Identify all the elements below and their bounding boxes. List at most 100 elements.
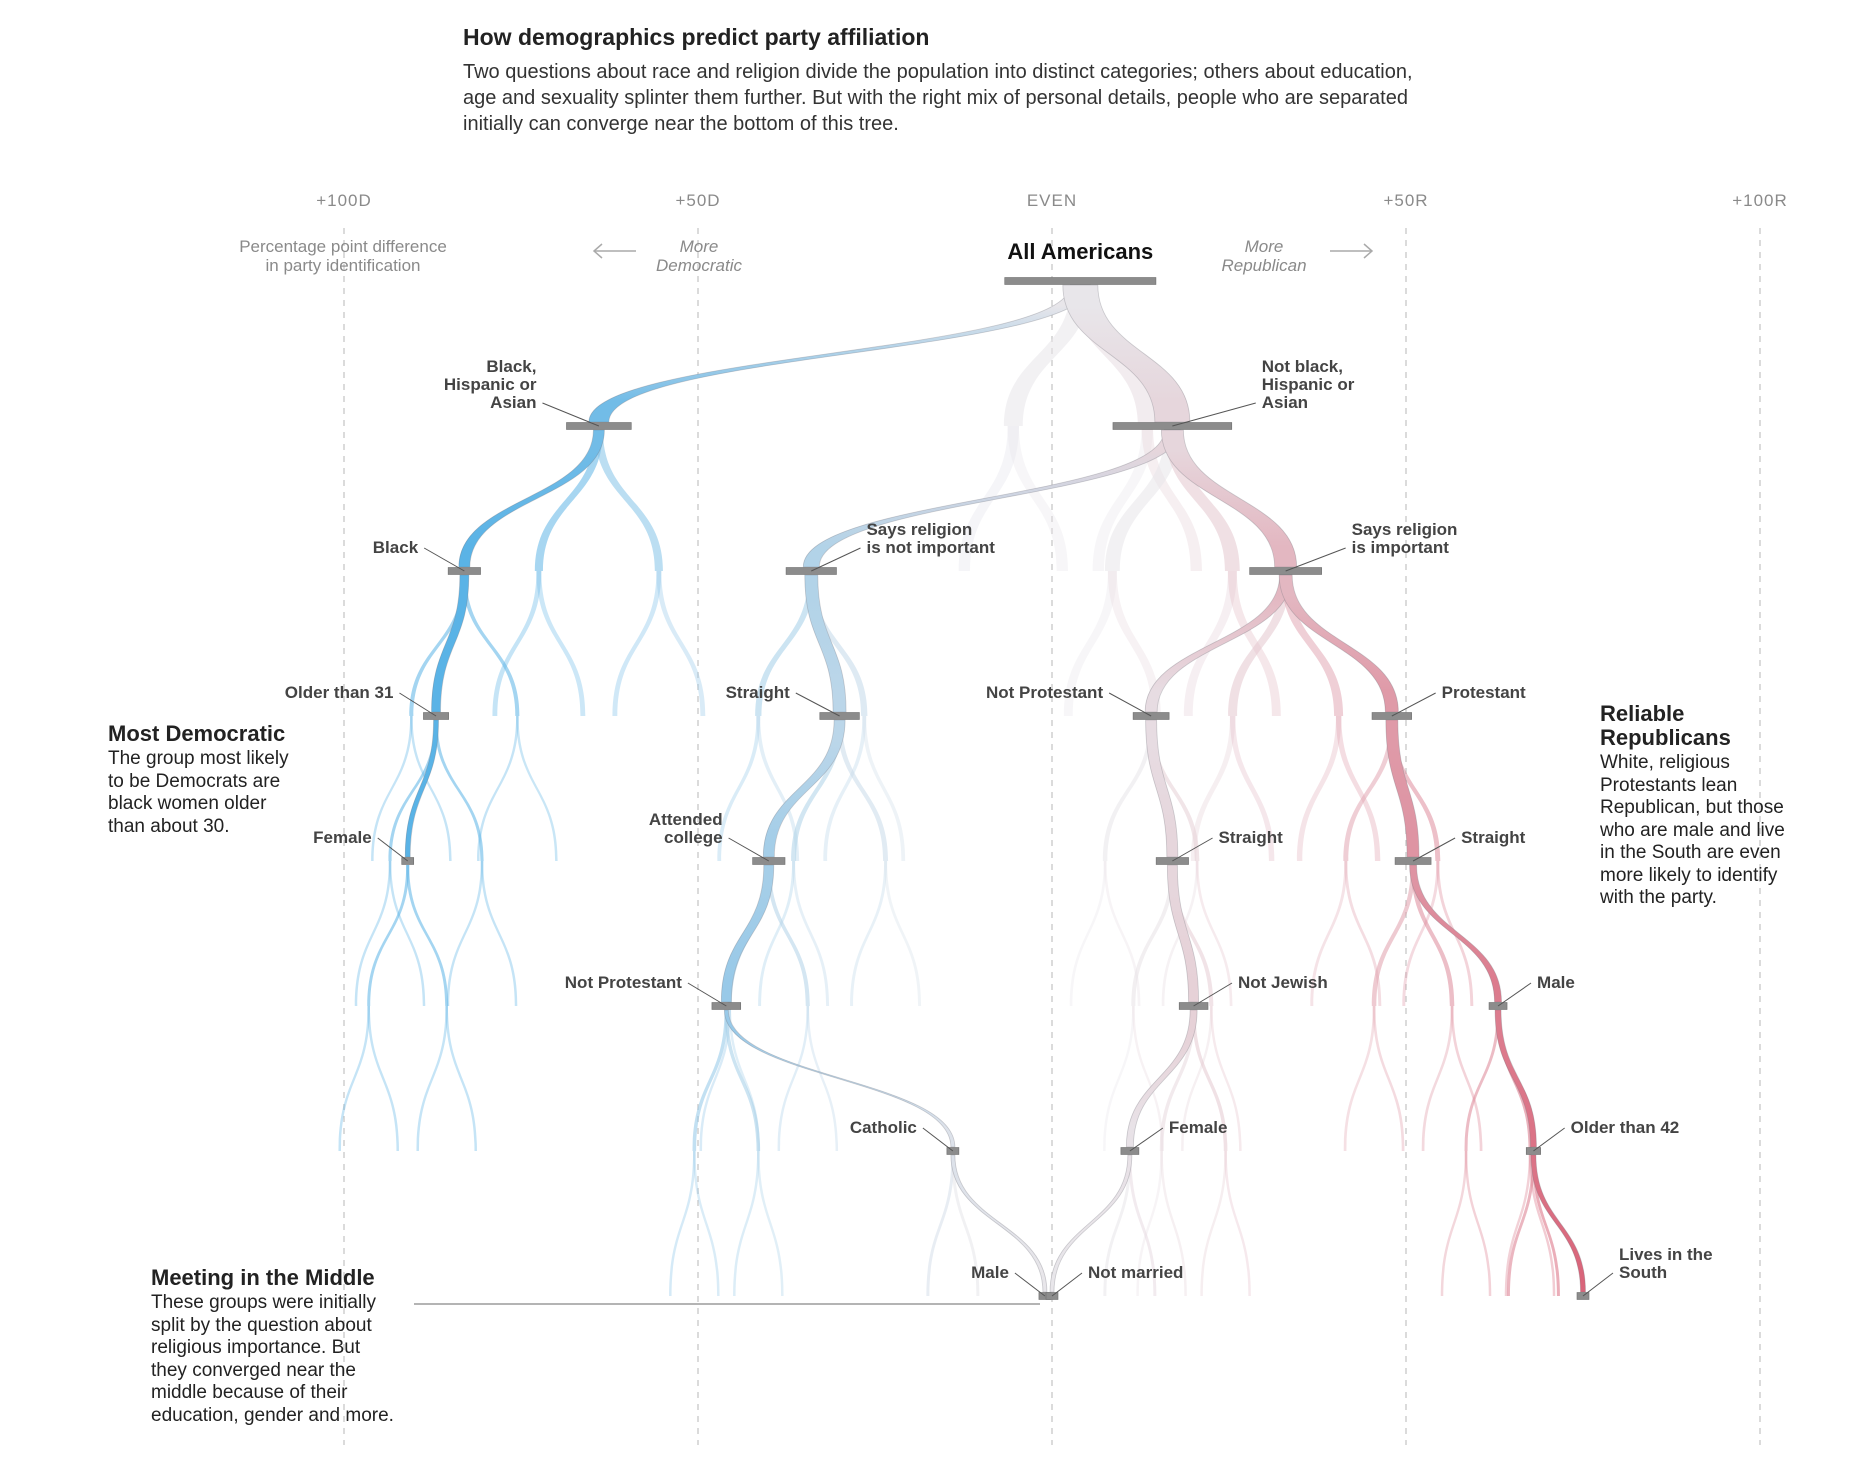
node-label-minority: Black, Hispanic or Asian xyxy=(444,357,537,412)
background-branch xyxy=(1104,430,1180,571)
branch-older31-to-female1 xyxy=(404,719,439,858)
chart-title: How demographics predict party affiliati… xyxy=(463,24,930,50)
background-branch xyxy=(1421,1006,1454,1151)
background-branch xyxy=(1132,1006,1164,1151)
node-label-straight2: Straight xyxy=(1219,828,1284,847)
background-branch xyxy=(766,865,810,1006)
label-leader-south xyxy=(1582,1272,1614,1297)
background-branch xyxy=(446,861,484,1006)
background-branch xyxy=(837,720,889,861)
label-leader-notjewish xyxy=(1193,982,1233,1007)
node-label-notprot1: Not Protestant xyxy=(986,683,1103,702)
background-branch xyxy=(1343,720,1395,861)
background-branch xyxy=(536,571,586,716)
node-label-line: Not Protestant xyxy=(565,973,682,992)
branch-straight2-to-notjewish xyxy=(1166,864,1200,1003)
background-branch xyxy=(1281,575,1344,716)
annotation-most-democratic: Most Democratic The group most likely to… xyxy=(108,722,308,838)
node-label-line: Attended xyxy=(649,810,723,829)
background-branch xyxy=(693,1151,720,1296)
background-branch xyxy=(1103,1006,1135,1151)
background-branch xyxy=(850,861,888,1006)
background-branch xyxy=(1148,720,1200,861)
background-branch xyxy=(1131,865,1175,1006)
node-label-line: Hispanic or xyxy=(1262,375,1355,394)
background-branch xyxy=(792,861,830,1006)
background-branch xyxy=(862,716,906,861)
background-branch xyxy=(1310,861,1348,1006)
branch-notprot1-to-straight2 xyxy=(1145,719,1179,858)
background-branch xyxy=(692,1010,729,1151)
node-label-straight3: Straight xyxy=(1461,828,1526,847)
node-label-line: Not Jewish xyxy=(1238,973,1328,992)
label-leader-straight1 xyxy=(795,692,840,717)
background-branch xyxy=(1107,571,1161,716)
label-leader-male1 xyxy=(1497,982,1532,1007)
branch-female2-to-notmarried xyxy=(1049,1154,1133,1293)
background-branch xyxy=(728,1006,761,1151)
label-leader-older31 xyxy=(399,692,437,717)
node-label-line: Asian xyxy=(490,393,536,412)
background-branch xyxy=(757,1151,784,1296)
background-branch xyxy=(1450,1006,1483,1151)
background-branch xyxy=(492,571,542,716)
arrow-left-icon xyxy=(592,243,636,259)
axis-note-line2: in party identification xyxy=(266,256,421,275)
background-branch xyxy=(1210,1006,1242,1151)
background-branch xyxy=(1402,861,1440,1006)
annotation-meeting-in-middle-body: These groups were initially split by the… xyxy=(151,1292,394,1426)
background-branch xyxy=(717,716,761,861)
branch-male1-to-older42 xyxy=(1494,1009,1537,1148)
annotation-reliable-republicans: Reliable Republicans White, religious Pr… xyxy=(1600,702,1800,910)
background-branch xyxy=(534,430,603,571)
branch-protestant-to-straight3 xyxy=(1385,719,1420,858)
background-branch xyxy=(1183,571,1237,716)
background-branch xyxy=(416,1006,448,1151)
background-branch xyxy=(409,575,467,716)
background-branch xyxy=(823,716,867,861)
node-bar-black xyxy=(447,567,481,575)
background-branch xyxy=(1372,1006,1405,1151)
background-branch xyxy=(1181,1006,1213,1151)
branch-all-to-minority xyxy=(588,284,1091,423)
axis-note-line1: Percentage point difference xyxy=(239,237,447,256)
branch-black-to-older31 xyxy=(431,574,470,713)
background-branch xyxy=(1063,571,1117,716)
background-branch xyxy=(1440,1151,1468,1296)
branch-relig-to-notprot1 xyxy=(1144,574,1293,713)
background-branch xyxy=(1335,716,1381,861)
branch-straight3-to-male1 xyxy=(1409,864,1502,1003)
label-leader-minority xyxy=(542,402,600,427)
label-leader-notprot2 xyxy=(687,982,727,1007)
node-label-older42: Older than 42 xyxy=(1571,1118,1680,1137)
annotation-reliable-republicans-body: White, religious Protestants lean Republ… xyxy=(1600,752,1785,908)
node-label-college: Attended college xyxy=(649,810,723,847)
arrow-right-icon xyxy=(1330,243,1374,259)
annotation-reliable-republicans-title: Reliable Republicans xyxy=(1600,701,1731,750)
background-branch xyxy=(1464,1151,1492,1296)
node-label-line: Black xyxy=(373,538,419,557)
tick-label-100r: +100R xyxy=(1732,191,1788,210)
node-label-older31: Older than 31 xyxy=(285,683,394,702)
background-branch xyxy=(1159,1010,1196,1151)
background-branch xyxy=(477,716,519,861)
node-label-female2: Female xyxy=(1169,1118,1228,1137)
background-branch xyxy=(1190,716,1236,861)
node-label-line: Older than 31 xyxy=(285,683,394,702)
branch-relig-to-protestant xyxy=(1278,574,1399,713)
chart-subtitle: Two questions about race and religion di… xyxy=(463,61,1413,135)
tick-label-50d: +50D xyxy=(675,191,720,210)
node-label-black: Black xyxy=(373,538,419,557)
background-branch xyxy=(1296,716,1342,861)
scale-tick-labels: +100D +50D EVEN +50R +100R xyxy=(316,191,1788,210)
background-branch xyxy=(1528,1151,1556,1296)
axis-note: Percentage point difference in party ide… xyxy=(239,237,447,275)
node-label-line: Asian xyxy=(1262,393,1308,412)
annotation-meeting-in-middle: Meeting in the Middle These groups were … xyxy=(151,1266,401,1427)
direction-rep-line1: More xyxy=(1245,237,1284,256)
tick-label-100d: +100D xyxy=(316,191,372,210)
background-branch xyxy=(338,1006,370,1151)
direction-democratic: More Democratic xyxy=(656,237,742,275)
node-label-line: college xyxy=(664,828,723,847)
node-label-line: Straight xyxy=(1461,828,1526,847)
